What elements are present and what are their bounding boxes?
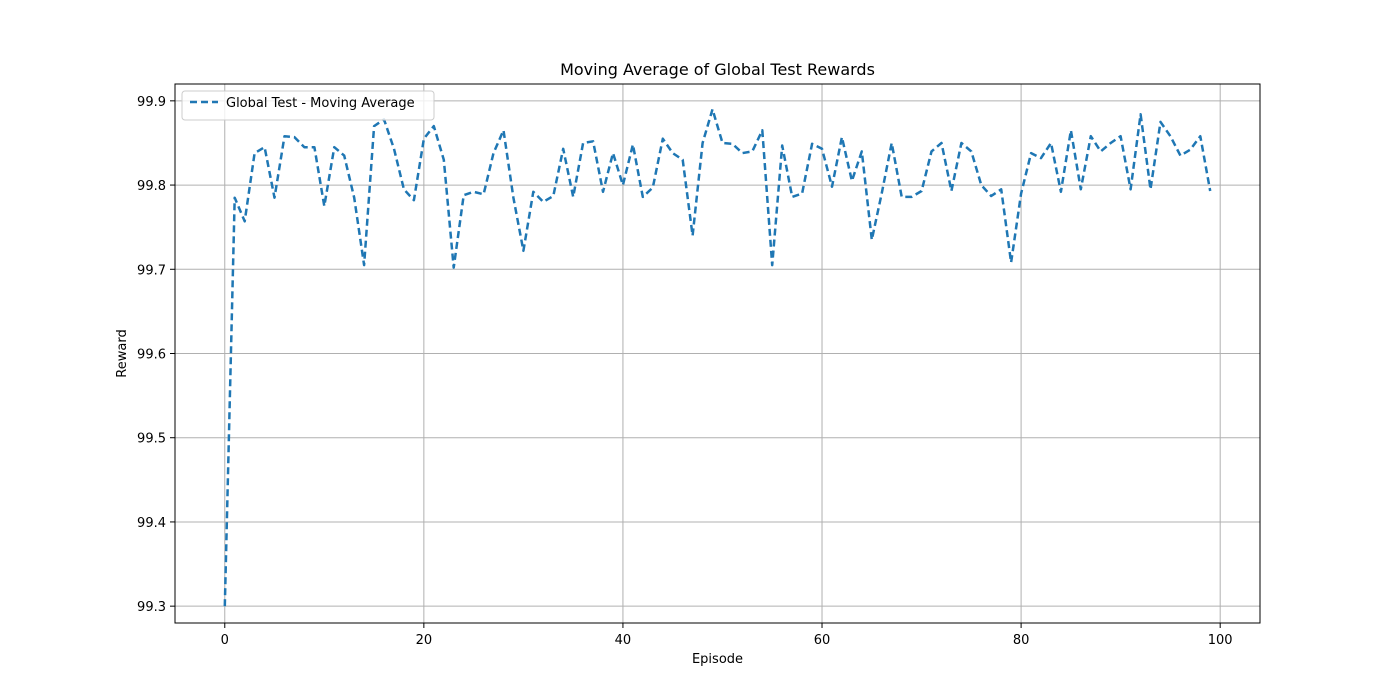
x-tick-label: 0	[221, 633, 229, 648]
y-tick-label: 99.5	[137, 432, 166, 447]
x-tick-label: 100	[1208, 633, 1233, 648]
y-tick-label: 99.6	[137, 348, 166, 363]
x-tick-label: 60	[814, 633, 831, 648]
series-line	[223, 108, 1212, 607]
x-tick-label: 80	[1013, 633, 1030, 648]
y-tick-label: 99.7	[137, 263, 166, 278]
y-tick-label: 99.9	[137, 95, 166, 110]
y-tick-label: 99.4	[137, 516, 166, 531]
chart-title: Moving Average of Global Test Rewards	[560, 60, 875, 79]
grid	[175, 84, 1260, 623]
legend: Global Test - Moving Average	[181, 90, 435, 121]
y-tick-label: 99.3	[137, 600, 166, 615]
legend-box	[181, 90, 435, 121]
legend-label: Global Test - Moving Average	[226, 96, 415, 111]
x-tick-label: 40	[615, 633, 632, 648]
ticks: 0 20 40 60 80 100 99.3 99.4 99.5 99.6 99.7 99.8 99.9	[137, 95, 1233, 648]
series-layer	[223, 108, 1212, 607]
y-tick-label: 99.8	[137, 179, 166, 194]
x-tick-label: 20	[416, 633, 433, 648]
y-axis-title: Reward	[115, 329, 130, 377]
x-axis-title: Episode	[692, 652, 743, 667]
